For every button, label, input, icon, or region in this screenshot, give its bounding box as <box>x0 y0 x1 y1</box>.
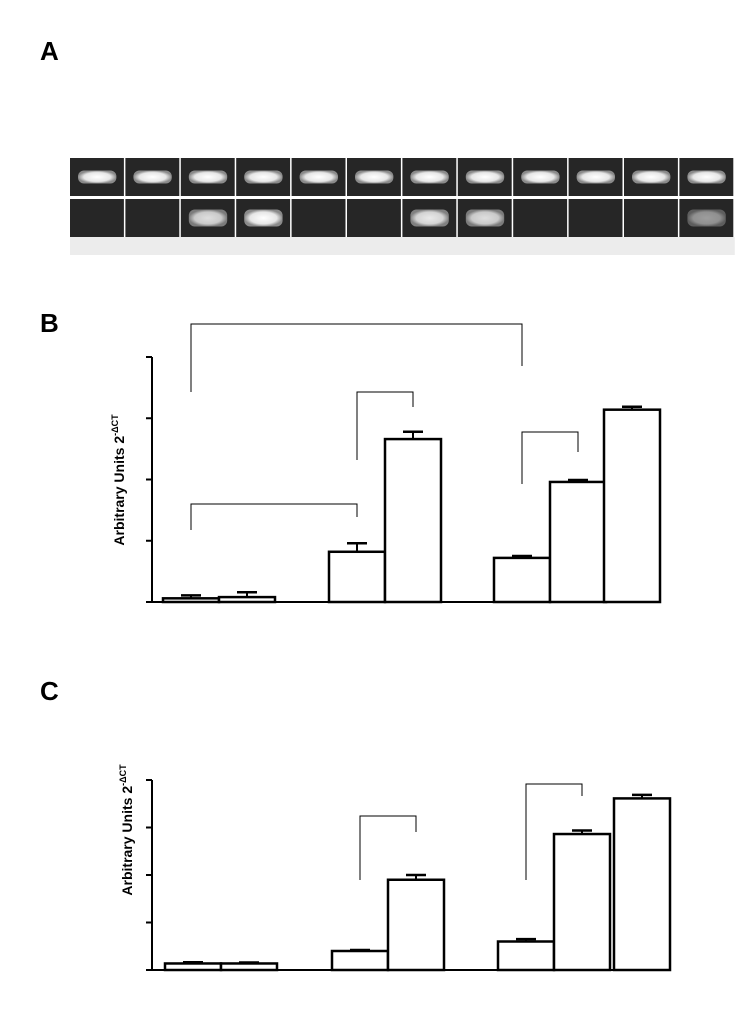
gel-band <box>244 209 283 227</box>
gel-band <box>355 170 394 184</box>
significance-bracket <box>359 815 417 880</box>
bar <box>548 480 608 604</box>
gel-band <box>410 170 449 184</box>
bar <box>383 437 443 604</box>
gel-band <box>78 170 117 184</box>
gel-band <box>188 209 228 227</box>
bar <box>386 878 446 972</box>
y-axis-label-text: Arbitrary Units 2 <box>111 436 127 546</box>
gel-band <box>687 209 726 227</box>
bar <box>602 408 662 604</box>
y-axis-label: Arbitrary Units 2-ΔCT <box>110 414 127 546</box>
chart-panel-b: B Arbitrary Units 2-ΔCT <box>40 308 662 604</box>
gel-lane-bg <box>624 199 678 237</box>
chart-panel-c: C Arbitrary Units 2-ΔCT <box>40 676 672 972</box>
significance-bracket <box>190 323 523 392</box>
significance-bracket <box>190 503 358 530</box>
gel-lane-bg <box>125 199 180 237</box>
bar <box>330 949 390 972</box>
gel-band <box>133 170 172 184</box>
gel-band <box>632 170 671 184</box>
gel-shadow <box>70 237 735 255</box>
bar <box>492 556 552 604</box>
significance-bracket <box>525 783 583 880</box>
panel-a-letter: A <box>40 36 59 66</box>
bar <box>552 832 612 972</box>
bar <box>612 797 672 972</box>
gel-lane-bg <box>70 199 124 237</box>
y-axis-label-sup: -ΔCT <box>110 414 120 436</box>
gel-band <box>465 209 505 227</box>
bar <box>496 940 556 972</box>
y-axis-label-sup: -ΔCT <box>118 764 128 786</box>
y-axis-label: Arbitrary Units 2-ΔCT <box>118 764 135 896</box>
gel-lane-bg <box>513 199 568 237</box>
gel-band <box>244 170 283 184</box>
gel-band <box>576 170 615 184</box>
gel-band <box>299 170 338 184</box>
panel-letter: C <box>40 676 59 706</box>
panel-letter: B <box>40 308 59 338</box>
gel-band <box>410 209 449 227</box>
gel-lane-bg <box>568 199 623 237</box>
significance-bracket <box>521 431 579 484</box>
gel-band <box>465 170 505 184</box>
gel-band <box>521 170 560 184</box>
gel-band <box>188 170 228 184</box>
bar <box>327 550 387 604</box>
gel-lane-bg <box>291 199 346 237</box>
gel-panel <box>70 158 735 255</box>
significance-bracket <box>356 391 414 460</box>
gel-band <box>687 170 726 184</box>
gel-lane-bg <box>347 199 401 237</box>
y-axis-label-text: Arbitrary Units 2 <box>119 786 135 896</box>
